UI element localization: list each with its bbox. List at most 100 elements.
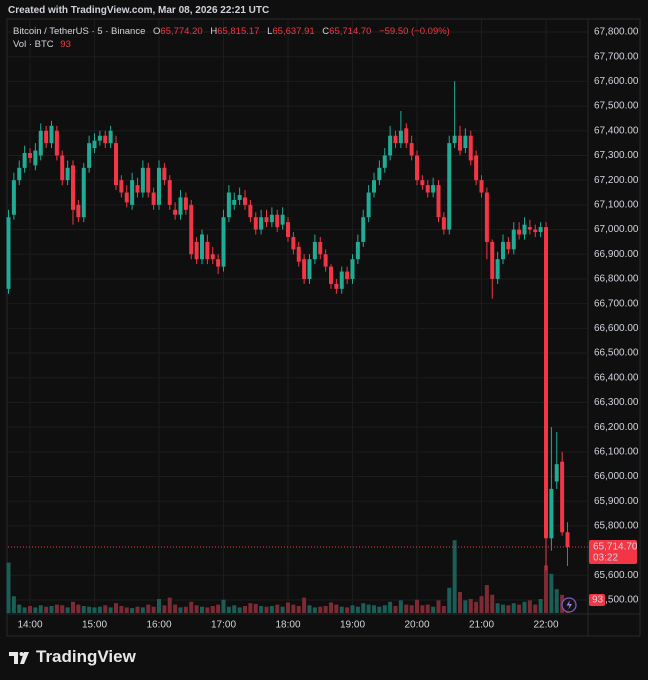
- candle-body: [237, 194, 242, 200]
- candle-body: [243, 197, 247, 205]
- credit: Created with TradingView.com, Mar 08, 20…: [8, 5, 270, 16]
- volume-bar: [533, 604, 538, 613]
- volume-bar: [11, 596, 16, 613]
- candle-body: [167, 180, 172, 205]
- volume-bar: [124, 607, 129, 613]
- x-tick-label: 16:00: [146, 620, 171, 631]
- y-tick-label: 67,700.00: [594, 51, 639, 62]
- volume-bar: [511, 603, 516, 613]
- volume-bar: [527, 600, 532, 613]
- candle-body: [544, 227, 548, 539]
- volume-bar: [549, 573, 554, 613]
- volume-bar: [517, 604, 522, 613]
- candle-body: [533, 229, 538, 233]
- volume-bar: [259, 606, 264, 613]
- candle-body: [151, 192, 156, 205]
- candle-body: [409, 143, 414, 156]
- candle-body: [108, 130, 113, 144]
- volume-bar: [334, 604, 339, 613]
- candle-body: [87, 143, 92, 168]
- candle-body: [210, 254, 215, 260]
- volume-bar: [522, 601, 527, 613]
- candle-body: [463, 135, 468, 149]
- candle-body: [415, 155, 419, 181]
- volume-bar: [92, 607, 97, 613]
- volume-bar: [275, 604, 280, 613]
- candle-body: [549, 488, 554, 539]
- candle-body: [97, 135, 102, 141]
- candle-body: [11, 180, 16, 215]
- candle-body: [302, 259, 307, 279]
- volume-bar: [130, 608, 135, 613]
- volume-bar: [377, 606, 382, 613]
- candle-body: [312, 241, 317, 260]
- candle-body: [173, 209, 178, 215]
- y-tick-label: 65,800.00: [594, 521, 639, 532]
- x-tick-label: 15:00: [82, 620, 107, 631]
- y-tick-label: 66,100.00: [594, 446, 639, 457]
- candle-body: [511, 229, 516, 250]
- candle-body: [114, 143, 118, 186]
- volume-bar: [291, 604, 296, 613]
- candle-body: [162, 167, 167, 181]
- ohlc-key: L: [267, 26, 273, 37]
- volume-bar: [97, 606, 102, 613]
- volume-bar: [458, 592, 462, 613]
- x-tick-label: 21:00: [469, 620, 494, 631]
- volume-bar: [33, 607, 38, 613]
- volume-bar: [22, 607, 27, 613]
- candle-body: [307, 259, 312, 279]
- volume-bar: [323, 606, 328, 613]
- volume-bar: [87, 606, 92, 613]
- ohlc-value: 65,815.17: [217, 26, 260, 37]
- volume-bar: [183, 606, 188, 613]
- volume-bar: [151, 606, 156, 613]
- candle-body: [366, 192, 371, 218]
- candle-body: [527, 227, 532, 230]
- candle-body: [81, 167, 86, 218]
- y-tick-label: 67,400.00: [594, 125, 639, 136]
- lightning-icon[interactable]: [561, 597, 577, 613]
- legend-row: Bitcoin / TetherUS · 5 · Binance O65,774…: [13, 25, 450, 38]
- candle-body: [259, 217, 264, 230]
- volume-bar: [479, 596, 484, 613]
- volume-bar: [157, 599, 161, 613]
- volume-badge-label: 93: [592, 595, 604, 606]
- candle-body: [216, 259, 221, 267]
- volume-bar: [388, 601, 393, 613]
- x-tick-label: 17:00: [211, 620, 236, 631]
- candle-body: [458, 135, 462, 151]
- candle-body: [130, 180, 135, 205]
- candle-body: [517, 229, 522, 235]
- volume-bar: [538, 599, 543, 613]
- ohlc-key: O: [153, 26, 161, 37]
- ohlc-value: 65,637.91: [272, 26, 315, 37]
- volume-bar: [178, 607, 183, 613]
- x-tick-label: 22:00: [533, 620, 558, 631]
- volume-bar: [506, 605, 511, 613]
- y-tick-label: 67,300.00: [594, 150, 639, 161]
- candle-body: [350, 259, 355, 279]
- volume-bar: [232, 605, 237, 613]
- volume-bar: [366, 604, 371, 613]
- volume-bar: [307, 605, 312, 613]
- candle-body: [103, 135, 108, 144]
- x-tick-label: 19:00: [340, 620, 365, 631]
- candle-body: [425, 185, 430, 193]
- candle-body: [54, 130, 59, 156]
- volume-bar: [398, 600, 403, 613]
- candle-body: [200, 234, 204, 260]
- candle-body: [124, 192, 129, 203]
- candle-body: [146, 167, 151, 193]
- volume-bar: [415, 599, 419, 613]
- volume-bar: [463, 600, 468, 613]
- volume-bar: [339, 606, 344, 613]
- candle-body: [178, 197, 183, 215]
- volume-bar: [189, 601, 194, 613]
- candle-body: [232, 199, 237, 205]
- volume-bar: [28, 606, 32, 613]
- candle-body: [329, 266, 333, 284]
- y-tick-label: 65,500.00: [594, 595, 639, 606]
- y-tick-label: 66,600.00: [594, 323, 639, 334]
